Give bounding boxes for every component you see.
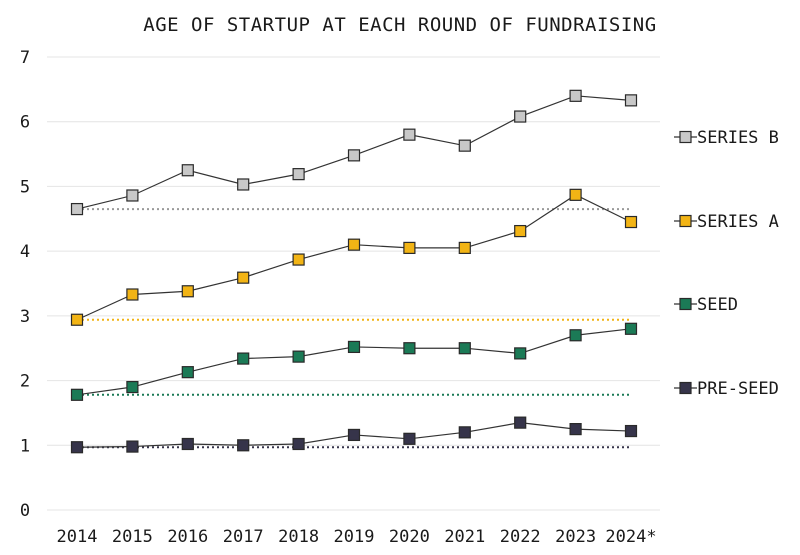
legend-label-series-b: SERIES B bbox=[697, 128, 779, 148]
data-point-series-a bbox=[347, 238, 361, 251]
data-point-seed bbox=[569, 329, 582, 342]
data-point-series-a bbox=[237, 271, 250, 284]
data-point-series-a bbox=[292, 253, 305, 266]
baselines bbox=[77, 208, 631, 449]
data-point-pre-seed bbox=[70, 441, 84, 454]
data-point-pre-seed bbox=[403, 432, 416, 445]
x-tick-label: 2016 bbox=[167, 527, 208, 547]
x-tick-label: 2019 bbox=[334, 527, 375, 547]
data-point-series-b bbox=[237, 178, 250, 191]
data-point-pre-seed bbox=[126, 440, 139, 453]
data-point-series-b bbox=[126, 189, 139, 202]
data-point-series-b bbox=[514, 110, 527, 123]
data-point-seed bbox=[181, 366, 194, 379]
data-point-series-b bbox=[403, 128, 416, 141]
data-point-series-b bbox=[181, 164, 194, 177]
legend-marker-series-b bbox=[679, 130, 692, 144]
legend-label-seed: SEED bbox=[697, 295, 738, 315]
data-point-seed bbox=[624, 322, 638, 335]
data-point-seed bbox=[292, 350, 305, 363]
data-point-series-a bbox=[126, 288, 139, 301]
data-point-seed bbox=[458, 342, 471, 355]
y-tick-label: 4 bbox=[20, 242, 30, 262]
data-point-seed bbox=[126, 380, 139, 394]
x-tick-label: 2021 bbox=[444, 527, 485, 547]
data-point-pre-seed bbox=[292, 437, 305, 451]
data-point-series-b bbox=[70, 202, 84, 216]
data-point-seed bbox=[514, 347, 527, 360]
legend-marker-seed bbox=[679, 297, 692, 311]
legend-label-series-a: SERIES A bbox=[697, 212, 779, 232]
data-point-pre-seed bbox=[624, 424, 638, 438]
legend-label-pre-seed: PRE-SEED bbox=[697, 379, 779, 399]
y-tick-label: 0 bbox=[20, 501, 30, 521]
data-point-pre-seed bbox=[514, 416, 527, 429]
grid bbox=[47, 56, 660, 511]
series-line-seed bbox=[76, 328, 632, 396]
data-point-series-a bbox=[569, 188, 582, 201]
data-point-series-a bbox=[458, 241, 471, 255]
data-point-pre-seed bbox=[181, 437, 194, 451]
data-point-series-b bbox=[458, 139, 471, 152]
x-tick-label: 2017 bbox=[223, 527, 264, 547]
x-tick-label: 2022 bbox=[500, 527, 541, 547]
x-tick-label: 2015 bbox=[112, 527, 153, 547]
x-tick-label: 2020 bbox=[389, 527, 430, 547]
y-tick-label: 6 bbox=[20, 113, 30, 133]
y-tick-label: 1 bbox=[20, 436, 30, 456]
y-tick-label: 3 bbox=[20, 307, 30, 327]
data-point-series-a bbox=[624, 215, 638, 229]
data-point-series-a bbox=[70, 313, 84, 326]
data-point-seed bbox=[347, 340, 361, 354]
data-point-series-a bbox=[181, 285, 194, 298]
x-axis: 2014 2015 2016 2017 2018 2019 2020 2021 2022 2023… bbox=[57, 527, 657, 547]
data-point-series-a bbox=[403, 241, 416, 255]
data-point-series-b bbox=[347, 149, 361, 162]
series-lines bbox=[70, 89, 638, 454]
data-point-seed bbox=[403, 342, 416, 355]
legend-marker-series-a bbox=[679, 214, 692, 228]
x-tick-label: 2024* bbox=[605, 527, 656, 547]
x-tick-label: 2014 bbox=[57, 527, 98, 547]
data-point-series-b bbox=[292, 168, 305, 181]
y-tick-label: 5 bbox=[20, 177, 30, 197]
x-tick-label: 2018 bbox=[278, 527, 319, 547]
data-point-pre-seed bbox=[237, 439, 250, 452]
legend: SERIES B SERIES A SEED PRE-SEED bbox=[674, 128, 779, 399]
data-point-pre-seed bbox=[569, 423, 582, 436]
y-tick-label: 7 bbox=[20, 48, 30, 68]
data-point-pre-seed bbox=[458, 426, 471, 439]
legend-marker-pre-seed bbox=[679, 381, 692, 395]
y-axis: 0 1 2 3 4 5 6 7 bbox=[20, 48, 30, 521]
data-point-seed bbox=[237, 352, 250, 365]
y-tick-label: 2 bbox=[20, 372, 30, 392]
series-line-series-a bbox=[76, 194, 632, 321]
chart-title: AGE OF STARTUP AT EACH ROUND OF FUNDRAIS… bbox=[143, 14, 656, 36]
data-point-series-b bbox=[624, 94, 638, 107]
x-tick-label: 2023 bbox=[555, 527, 596, 547]
data-point-pre-seed bbox=[347, 428, 361, 442]
data-point-series-a bbox=[514, 224, 527, 238]
data-point-series-b bbox=[569, 89, 582, 102]
data-point-seed bbox=[70, 388, 84, 401]
